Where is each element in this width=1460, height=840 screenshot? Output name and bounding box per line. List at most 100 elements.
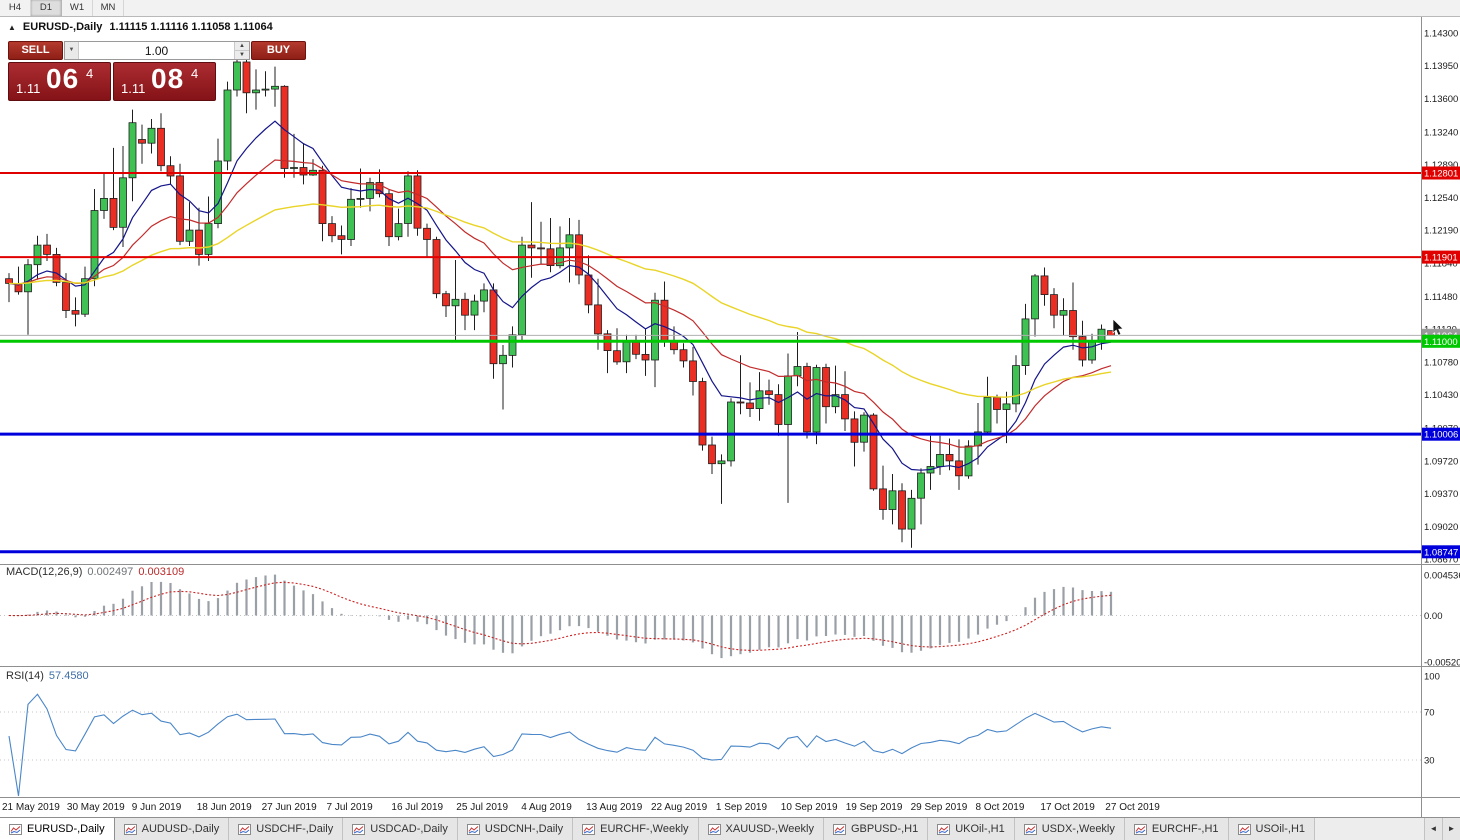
svg-text:1.12540: 1.12540 — [1424, 193, 1458, 204]
chart-tab-label: AUDUSD-,Daily — [141, 823, 220, 835]
svg-text:25 Jul 2019: 25 Jul 2019 — [456, 802, 508, 813]
chart-tab-label: GBPUSD-,H1 — [850, 823, 919, 835]
volume-control: ▼ ▲ ▼ — [64, 41, 250, 60]
svg-text:1 Sep 2019: 1 Sep 2019 — [716, 802, 768, 813]
svg-text:30 May 2019: 30 May 2019 — [67, 802, 125, 813]
price-tag: 1.10006 — [1421, 427, 1460, 441]
chart-symbol-title: EURUSD-,Daily — [22, 21, 103, 33]
timeframe-button-w1[interactable]: W1 — [62, 0, 93, 16]
chart-tab-10[interactable]: EURCHF-,H1 — [1124, 818, 1229, 840]
chart-tab-icon — [1133, 823, 1147, 835]
chart-tab-label: EURUSD-,Daily — [27, 823, 105, 835]
rsi-line — [8, 693, 1112, 797]
buy-price-panel[interactable]: 1.11 08 4 — [113, 62, 216, 101]
svg-text:1.08747: 1.08747 — [1424, 547, 1458, 558]
chart-tabs: EURUSD-,Daily AUDUSD-,Daily USDCHF-,Dail… — [0, 818, 1316, 840]
svg-text:8 Oct 2019: 8 Oct 2019 — [976, 802, 1025, 813]
svg-text:7 Jul 2019: 7 Jul 2019 — [327, 802, 374, 813]
chart-tab-label: USDCHF-,Daily — [256, 823, 334, 835]
rsi-value: 57.4580 — [48, 670, 89, 682]
svg-text:13 Aug 2019: 13 Aug 2019 — [586, 802, 643, 813]
price-axis[interactable]: 1.14300 1.13950 1.13600 1.13240 1.12890 1.125… — [1424, 29, 1458, 566]
chart-tab-2[interactable]: USDCHF-,Daily — [229, 818, 344, 840]
time-axis[interactable]: 21 May 2019 30 May 2019 9 Jun 2019 18 Jun 2… — [2, 802, 1160, 813]
chart-tab-icon — [238, 823, 252, 835]
candlestick-series — [5, 49, 1115, 548]
chart-tab-icon — [123, 823, 137, 835]
buy-button[interactable]: BUY — [251, 41, 306, 60]
svg-text:1.12890: 1.12890 — [1424, 160, 1458, 171]
chart-tab-4[interactable]: USDCNH-,Daily — [457, 818, 574, 840]
timeframe-button-d1[interactable]: D1 — [31, 0, 62, 16]
svg-text:1.09020: 1.09020 — [1424, 522, 1458, 533]
chart-tab-6[interactable]: XAUUSD-,Weekly — [698, 818, 824, 840]
tabs-scroll-left-button[interactable]: ◄ — [1424, 818, 1442, 840]
chart-tab-icon — [582, 823, 596, 835]
ma-line-50 — [8, 203, 1112, 398]
chart-tab-11[interactable]: USOil-,H1 — [1228, 818, 1316, 840]
timeframe-label: MN — [100, 2, 116, 13]
price-tag: 1.12801 — [1421, 166, 1460, 180]
svg-text:1.13950: 1.13950 — [1424, 61, 1458, 72]
volume-input[interactable] — [79, 42, 234, 59]
chart-tab-label: EURCHF-,Weekly — [600, 823, 689, 835]
sell-button[interactable]: SELL — [8, 41, 63, 60]
trade-buttons-row: SELL ▼ ▲ ▼ BUY — [8, 41, 306, 60]
chart-tab-7[interactable]: GBPUSD-,H1 — [823, 818, 929, 840]
timeframe-button-mn[interactable]: MN — [93, 0, 124, 16]
timeframe-label: H4 — [8, 2, 22, 13]
volume-spinner: ▲ ▼ — [234, 42, 249, 59]
chart-title-bar: ▲ EURUSD-,Daily 1.11115 1.11116 1.11058 … — [8, 21, 273, 33]
sell-price-prefix: 1.11 — [16, 81, 41, 96]
chart-tab-icon — [1237, 823, 1251, 835]
chart-tab-label: USDCNH-,Daily — [484, 823, 564, 835]
chart-tab-8[interactable]: UKOil-,H1 — [928, 818, 1015, 840]
rsi-name: RSI(14) — [6, 670, 44, 682]
macd-indicator-label: MACD(12,26,9) 0.002497 0.003109 — [6, 566, 184, 578]
svg-text:0.00: 0.00 — [1424, 611, 1443, 622]
one-click-panel-toggle-icon[interactable]: ▲ — [8, 22, 16, 32]
svg-text:29 Sep 2019: 29 Sep 2019 — [911, 802, 968, 813]
volume-spin-up-icon[interactable]: ▲ — [235, 42, 249, 51]
chart-tab-5[interactable]: EURCHF-,Weekly — [573, 818, 699, 840]
svg-text:1.09720: 1.09720 — [1424, 456, 1458, 467]
svg-text:1.11840: 1.11840 — [1424, 258, 1458, 269]
chart-tab-icon — [352, 823, 366, 835]
svg-text:18 Jun 2019: 18 Jun 2019 — [197, 802, 252, 813]
chart-tab-1[interactable]: AUDUSD-,Daily — [114, 818, 230, 840]
svg-text:1.13600: 1.13600 — [1424, 94, 1458, 105]
chart-t ab-bar: EURUSD-,Daily AUDUSD-,Daily USDCHF-,Dail… — [0, 817, 1460, 840]
chart-tab-3[interactable]: USDCAD-,Daily — [343, 818, 458, 840]
svg-text:9 Jun 2019: 9 Jun 2019 — [132, 802, 182, 813]
chart-tab-9[interactable]: USDX-,Weekly — [1014, 818, 1125, 840]
timeframe-label: W1 — [69, 2, 85, 13]
chart-tab-icon — [1023, 823, 1037, 835]
chart-tab-0[interactable]: EURUSD-,Daily — [0, 818, 115, 840]
svg-text:100: 100 — [1424, 672, 1440, 683]
macd-signal-line — [8, 581, 1112, 651]
volume-dropdown-icon[interactable]: ▼ — [65, 42, 79, 59]
svg-text:70: 70 — [1424, 708, 1435, 719]
sell-price-panel[interactable]: 1.11 06 4 — [8, 62, 111, 101]
svg-text:-0.005205: -0.005205 — [1424, 657, 1460, 668]
buy-price-pip: 4 — [191, 66, 199, 81]
price-chart-canvas: 1.14300 1.13950 1.13600 1.13240 1.12890 1.125… — [0, 16, 1460, 817]
svg-text:1.11901: 1.11901 — [1424, 253, 1458, 264]
tabs-scroll-right-button[interactable]: ► — [1442, 818, 1460, 840]
svg-text:1.11000: 1.11000 — [1424, 337, 1458, 348]
macd-main-value: 0.002497 — [87, 566, 134, 578]
svg-text:1.14300: 1.14300 — [1424, 29, 1458, 40]
macd-signal-value: 0.003109 — [138, 566, 185, 578]
chart-tab-icon — [466, 823, 480, 835]
svg-text:19 Sep 2019: 19 Sep 2019 — [846, 802, 903, 813]
svg-text:1.12801: 1.12801 — [1424, 169, 1458, 180]
chart-tab-label: UKOil-,H1 — [955, 823, 1005, 835]
svg-text:10 Sep 2019: 10 Sep 2019 — [781, 802, 838, 813]
volume-spin-down-icon[interactable]: ▼ — [235, 51, 249, 59]
tab-scroll-controls: ◄ ► — [1424, 818, 1460, 840]
timeframe-button-h4[interactable]: H4 — [0, 0, 31, 16]
svg-text:1.10006: 1.10006 — [1424, 430, 1458, 441]
chart-tab-label: USDCAD-,Daily — [370, 823, 448, 835]
svg-text:30: 30 — [1424, 756, 1435, 767]
svg-text:1.09370: 1.09370 — [1424, 489, 1458, 500]
